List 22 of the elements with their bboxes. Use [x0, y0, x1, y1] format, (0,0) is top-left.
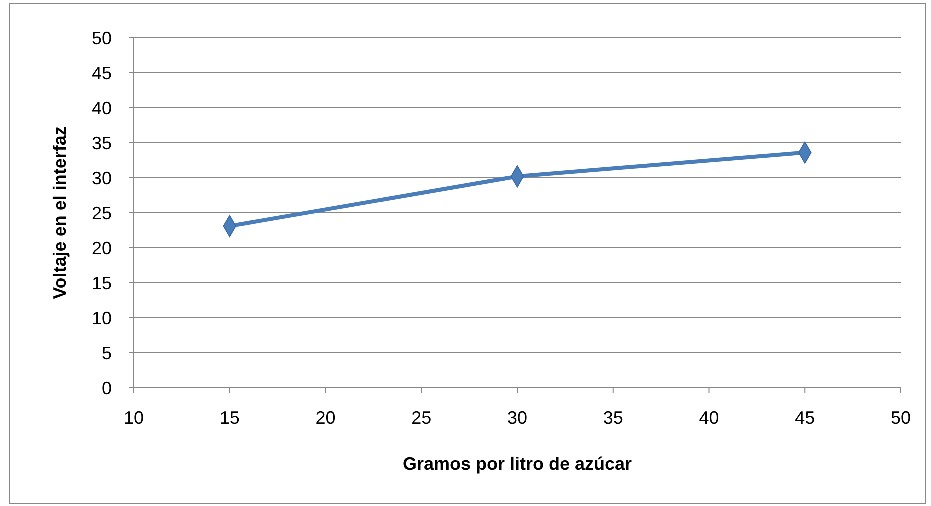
- y-axis-title: Voltaje en el interfaz: [50, 126, 70, 300]
- y-tick-label: 15: [92, 273, 112, 294]
- x-tick-label: 25: [412, 408, 432, 428]
- x-axis-title: Gramos por litro de azúcar: [402, 454, 632, 474]
- y-tick-label: 25: [92, 203, 112, 224]
- y-tick-label: 35: [92, 133, 112, 154]
- x-tick-label: 30: [507, 408, 528, 428]
- x-tick-label: 45: [795, 408, 816, 428]
- x-tick-label: 35: [603, 408, 624, 428]
- y-tick-label: 20: [92, 238, 112, 258]
- x-tick-label: 10: [124, 408, 144, 428]
- x-tick-label: 50: [890, 408, 912, 428]
- y-tick-label: 10: [92, 308, 112, 328]
- y-tick-label: 0: [102, 378, 112, 398]
- y-tick-label: 30: [92, 168, 112, 188]
- y-tick-label: 45: [92, 63, 112, 84]
- x-tick-label: 15: [220, 408, 240, 428]
- x-tick-label: 20: [316, 408, 336, 428]
- y-tick-label: 5: [102, 343, 112, 364]
- y-tick-label: 40: [92, 98, 112, 118]
- x-tick-label: 40: [699, 408, 720, 428]
- y-tick-label: 50: [92, 28, 112, 48]
